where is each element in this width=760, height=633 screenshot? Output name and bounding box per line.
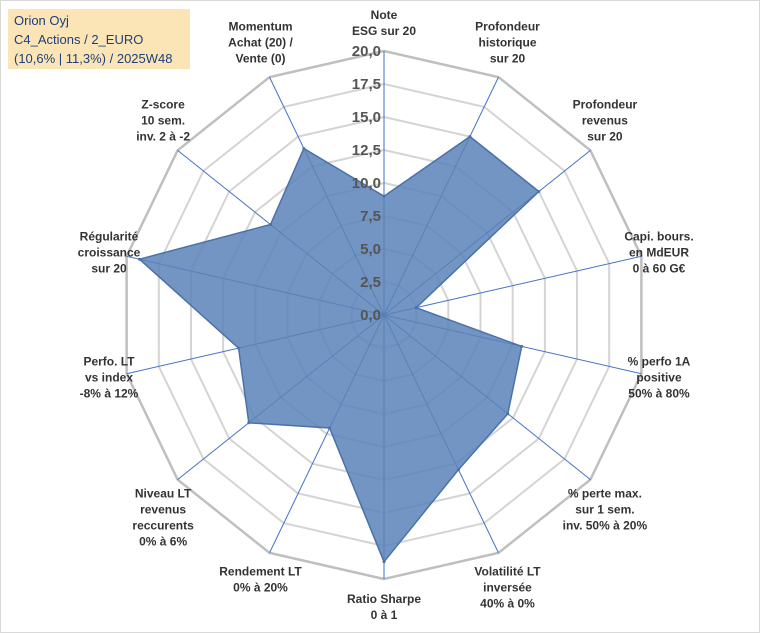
data-point bbox=[382, 194, 386, 198]
data-point bbox=[269, 223, 272, 226]
tick-label: 15,0 bbox=[352, 109, 381, 126]
tick-label: 0,0 bbox=[360, 307, 381, 324]
tick-label: 10,0 bbox=[352, 175, 381, 192]
axis-label: Niveau LT revenus reccurents 0% à 6% bbox=[132, 487, 194, 549]
axis-label: % perte max. sur 1 sem. inv. 50% à 20% bbox=[563, 487, 648, 533]
axis-label: Momentum Achat (20) / Vente (0) bbox=[228, 20, 293, 66]
axis-label: Capi. bours. en MdEUR 0 à 60 G€ bbox=[624, 230, 693, 276]
axis-label: Perfo. LT vs index -8% à 12% bbox=[80, 354, 139, 400]
axis-spoke bbox=[383, 255, 642, 316]
tick-label: 2,5 bbox=[360, 274, 381, 291]
data-point bbox=[468, 135, 472, 139]
title-stats: (10,6% | 11,3%) / 2025W48 bbox=[14, 51, 173, 66]
data-point bbox=[328, 426, 332, 430]
data-point bbox=[457, 468, 460, 472]
data-point bbox=[520, 344, 524, 348]
axis-label: Z-score 10 sem. inv. 2 à -2 bbox=[136, 97, 190, 143]
tick-label: 7,5 bbox=[360, 208, 381, 225]
data-point bbox=[537, 190, 541, 193]
tick-label: 12,5 bbox=[352, 142, 381, 159]
tick-label: 20,0 bbox=[352, 43, 381, 60]
axis-label: Volatilité LT inversée 40% à 0% bbox=[474, 564, 541, 610]
axis-label: % perfo 1A positive 50% à 80% bbox=[628, 354, 691, 400]
axis-label: Note ESG sur 20 bbox=[352, 8, 416, 38]
data-point bbox=[506, 412, 510, 416]
data-point bbox=[247, 421, 251, 425]
axis-label: Rendement LT 0% à 20% bbox=[219, 564, 302, 594]
axis-label: Profondeur revenus sur 20 bbox=[573, 97, 638, 143]
data-point bbox=[382, 560, 386, 564]
title-category: C4_Actions / 2_EURO bbox=[14, 32, 144, 47]
axis-label: Régularité croissance sur 20 bbox=[78, 230, 141, 276]
tick-label: 17,5 bbox=[352, 76, 381, 93]
axis-label: Ratio Sharpe 0 à 1 bbox=[347, 592, 421, 622]
data-point bbox=[414, 306, 418, 310]
title-box: Orion Oyj C4_Actions / 2_EURO (10,6% | 1… bbox=[8, 9, 190, 69]
data-point bbox=[237, 346, 241, 350]
title-company: Orion Oyj bbox=[14, 13, 69, 28]
axis-label: Profondeur historique sur 20 bbox=[475, 20, 540, 66]
data-point bbox=[302, 147, 306, 150]
tick-label: 5,0 bbox=[360, 241, 381, 258]
data-point bbox=[138, 257, 141, 261]
